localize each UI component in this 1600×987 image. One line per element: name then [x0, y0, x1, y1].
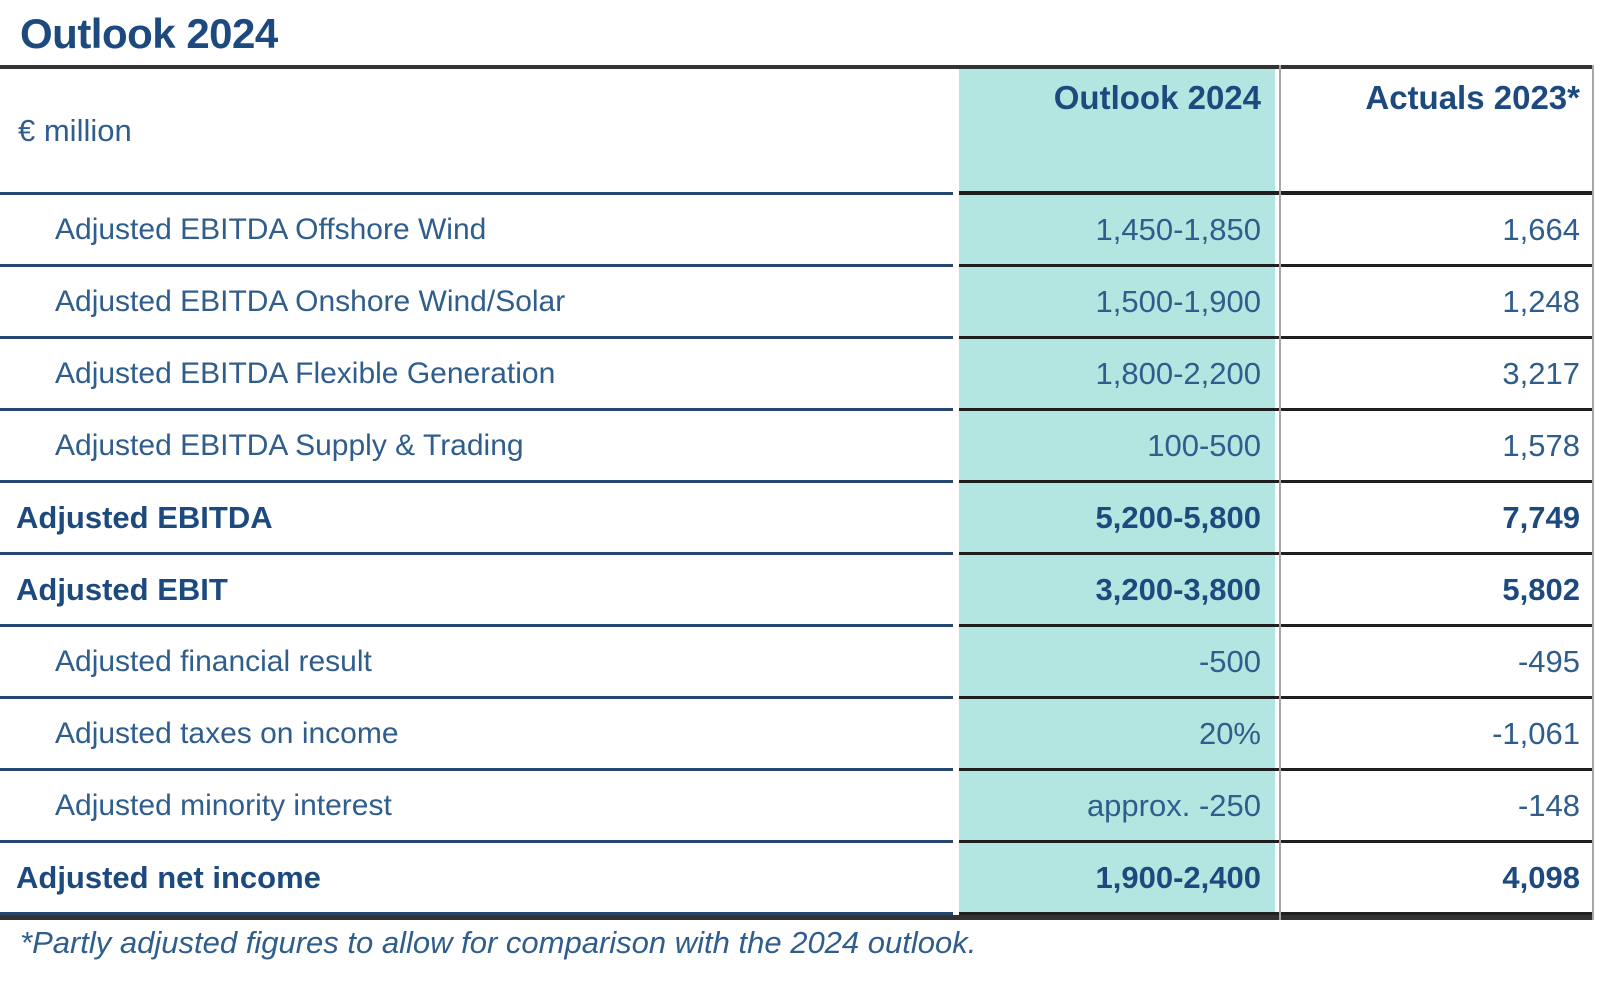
actuals-value: 7,749 — [1275, 483, 1594, 555]
actuals-value: -148 — [1275, 771, 1594, 843]
table-row-ebitda-supply-trading: Adjusted EBITDA Supply & Trading 100-500… — [0, 411, 1594, 483]
column-gap — [953, 411, 959, 483]
row-label: Adjusted EBITDA Onshore Wind/Solar — [0, 267, 953, 339]
table-row-adjusted-minority-interest: Adjusted minority interest approx. -250 … — [0, 771, 1594, 843]
actuals-value: 5,802 — [1275, 555, 1594, 627]
row-label: Adjusted net income — [0, 843, 953, 915]
column-gap — [953, 555, 959, 627]
outlook-value: 20% — [959, 699, 1275, 771]
table-row-adjusted-financial-result: Adjusted financial result -500 -495 — [0, 627, 1594, 699]
outlook-value: approx. -250 — [959, 771, 1275, 843]
row-label: Adjusted taxes on income — [0, 699, 953, 771]
actuals-value: 1,248 — [1275, 267, 1594, 339]
page-title: Outlook 2024 — [20, 10, 278, 57]
column-gap — [953, 627, 959, 699]
outlook-value: 5,200-5,800 — [959, 483, 1275, 555]
row-label: Adjusted minority interest — [0, 771, 953, 843]
actuals-value: 1,664 — [1275, 195, 1594, 267]
table-row-ebitda-flexible-generation: Adjusted EBITDA Flexible Generation 1,80… — [0, 339, 1594, 411]
column-gap — [953, 267, 959, 339]
table-row-ebitda-onshore-wind-solar: Adjusted EBITDA Onshore Wind/Solar 1,500… — [0, 267, 1594, 339]
table-right-border-line — [1592, 65, 1594, 920]
column-header-actuals-2023: Actuals 2023* — [1275, 69, 1594, 195]
column-gap — [953, 771, 959, 843]
outlook-value: -500 — [959, 627, 1275, 699]
column-gap — [953, 195, 959, 267]
actuals-value: -1,061 — [1275, 699, 1594, 771]
row-label: Adjusted EBITDA Flexible Generation — [0, 339, 953, 411]
actuals-value: -495 — [1275, 627, 1594, 699]
outlook-value: 100-500 — [959, 411, 1275, 483]
outlook-table: € million Outlook 2024 Actuals 2023* Adj… — [0, 65, 1594, 920]
column-gap — [953, 699, 959, 771]
table-row-adjusted-ebitda: Adjusted EBITDA 5,200-5,800 7,749 — [0, 483, 1594, 555]
actuals-value: 3,217 — [1275, 339, 1594, 411]
column-gap — [953, 69, 959, 195]
table-row-adjusted-ebit: Adjusted EBIT 3,200-3,800 5,802 — [0, 555, 1594, 627]
outlook-value: 1,500-1,900 — [959, 267, 1275, 339]
actuals-value: 4,098 — [1275, 843, 1594, 915]
column-gap — [953, 483, 959, 555]
outlook-value: 3,200-3,800 — [959, 555, 1275, 627]
row-label: Adjusted EBITDA — [0, 483, 953, 555]
row-label: Adjusted EBITDA Offshore Wind — [0, 195, 953, 267]
column-header-outlook-2024: Outlook 2024 — [959, 69, 1275, 195]
table-row-adjusted-net-income: Adjusted net income 1,900-2,400 4,098 — [0, 843, 1594, 915]
row-label: Adjusted financial result — [0, 627, 953, 699]
table-row-adjusted-taxes-on-income: Adjusted taxes on income 20% -1,061 — [0, 699, 1594, 771]
unit-label: € million — [0, 69, 953, 195]
actuals-value: 1,578 — [1275, 411, 1594, 483]
table-header-row: € million Outlook 2024 Actuals 2023* — [0, 69, 1594, 195]
column-divider-line — [1279, 65, 1281, 920]
row-label: Adjusted EBITDA Supply & Trading — [0, 411, 953, 483]
outlook-value: 1,900-2,400 — [959, 843, 1275, 915]
row-label: Adjusted EBIT — [0, 555, 953, 627]
column-gap — [953, 339, 959, 411]
outlook-value: 1,450-1,850 — [959, 195, 1275, 267]
footnote: *Partly adjusted figures to allow for co… — [20, 925, 977, 960]
outlook-value: 1,800-2,200 — [959, 339, 1275, 411]
column-gap — [953, 843, 959, 915]
table-row-ebitda-offshore-wind: Adjusted EBITDA Offshore Wind 1,450-1,85… — [0, 195, 1594, 267]
